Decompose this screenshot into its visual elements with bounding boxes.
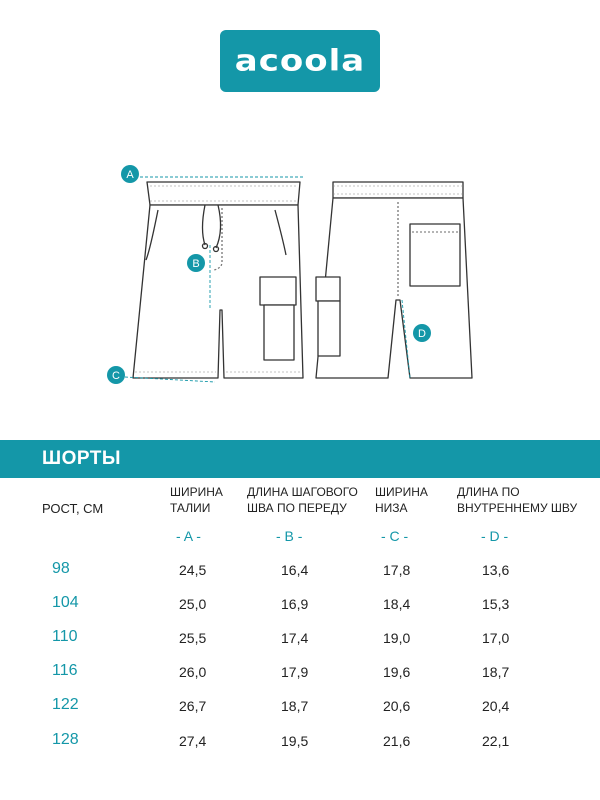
shorts-back-view: [315, 181, 473, 379]
measure-marker-c: C: [107, 366, 125, 384]
back-cargo-pocket: [317, 300, 341, 357]
value-cell: 19,0: [383, 630, 411, 646]
column-header-a: ШИРИНА ТАЛИИ: [170, 484, 223, 516]
shorts-front-view: [132, 181, 304, 379]
size-cell: 110: [52, 628, 78, 645]
svg-text:C: C: [112, 370, 120, 382]
value-cell: 27,4: [179, 733, 207, 749]
front-fly: [213, 208, 223, 271]
value-cell: 13,6: [482, 562, 510, 578]
column-header-d-line1: ДЛИНА ПО: [457, 485, 520, 499]
front-pocket-left: [145, 209, 159, 261]
value-cell: 18,4: [383, 596, 411, 612]
measure-marker-a: A: [121, 165, 139, 183]
value-cell: 18,7: [482, 664, 510, 680]
back-cargo-flap: [315, 276, 341, 302]
column-header-b-line1: ДЛИНА ШАГОВОГО: [247, 485, 358, 499]
value-cell: 16,4: [281, 562, 309, 578]
column-header-d-line2: ВНУТРЕННЕМУ ШВУ: [457, 501, 578, 515]
column-code-c: - C -: [381, 528, 409, 544]
value-cell: 19,6: [383, 664, 411, 680]
value-cell: 15,3: [482, 596, 510, 612]
measure-marker-d: D: [413, 324, 431, 342]
value-cell: 20,4: [482, 698, 510, 714]
column-header-c: ШИРИНА НИЗА: [375, 484, 428, 516]
value-cell: 16,9: [281, 596, 309, 612]
column-code-d: - D -: [481, 528, 509, 544]
back-waistband: [332, 181, 464, 199]
value-cell: 18,7: [281, 698, 309, 714]
back-patch-pocket: [409, 223, 461, 287]
svg-text:B: B: [192, 258, 199, 270]
column-header-c-line2: НИЗА: [375, 501, 408, 515]
value-cell: 17,8: [383, 562, 411, 578]
column-header-a-line2: ТАЛИИ: [170, 501, 211, 515]
value-cell: 17,4: [281, 630, 309, 646]
shorts-technical-drawing: A B C D: [107, 165, 473, 384]
row-header: РОСТ, СМ: [42, 501, 104, 516]
value-cell: 17,9: [281, 664, 309, 680]
front-cargo-pocket: [263, 304, 295, 361]
value-cell: 22,1: [482, 733, 510, 749]
measure-line-d: [401, 299, 411, 379]
svg-text:A: A: [126, 169, 134, 181]
value-cell: 25,0: [179, 596, 207, 612]
size-cell: 122: [52, 696, 79, 713]
front-pocket-right: [274, 209, 287, 256]
value-cell: 26,0: [179, 664, 207, 680]
value-cell: 21,6: [383, 733, 411, 749]
size-cell: 128: [52, 731, 79, 748]
brand-logo-text: acoola: [234, 44, 366, 78]
front-cargo-flap: [259, 276, 297, 306]
front-waistband: [146, 181, 301, 206]
svg-text:D: D: [418, 328, 426, 340]
table-title-banner: ШОРТЫ: [0, 440, 600, 478]
column-code-b: - B -: [276, 528, 303, 544]
column-header-d: ДЛИНА ПО ВНУТРЕННЕМУ ШВУ: [457, 484, 577, 516]
size-cell: 116: [52, 662, 78, 679]
value-cell: 24,5: [179, 562, 207, 578]
measure-marker-b: B: [187, 254, 205, 272]
drawstring: [201, 204, 222, 249]
value-cell: 17,0: [482, 630, 510, 646]
value-cell: 20,6: [383, 698, 411, 714]
column-code-a: - A -: [176, 528, 201, 544]
value-cell: 25,5: [179, 630, 207, 646]
column-header-b: ДЛИНА ШАГОВОГО ШВА ПО ПЕРЕДУ: [247, 484, 358, 516]
value-cell: 26,7: [179, 698, 207, 714]
brand-logo: acoola: [220, 30, 380, 92]
table-title: ШОРТЫ: [42, 448, 122, 469]
column-header-c-line1: ШИРИНА: [375, 485, 428, 499]
column-header-a-line1: ШИРИНА: [170, 485, 223, 499]
column-header-b-line2: ШВА ПО ПЕРЕДУ: [247, 501, 347, 515]
value-cell: 19,5: [281, 733, 309, 749]
front-body: [132, 204, 304, 379]
size-cell: 104: [52, 594, 79, 611]
measure-line-c: [124, 376, 216, 383]
size-cell: 98: [52, 560, 70, 577]
